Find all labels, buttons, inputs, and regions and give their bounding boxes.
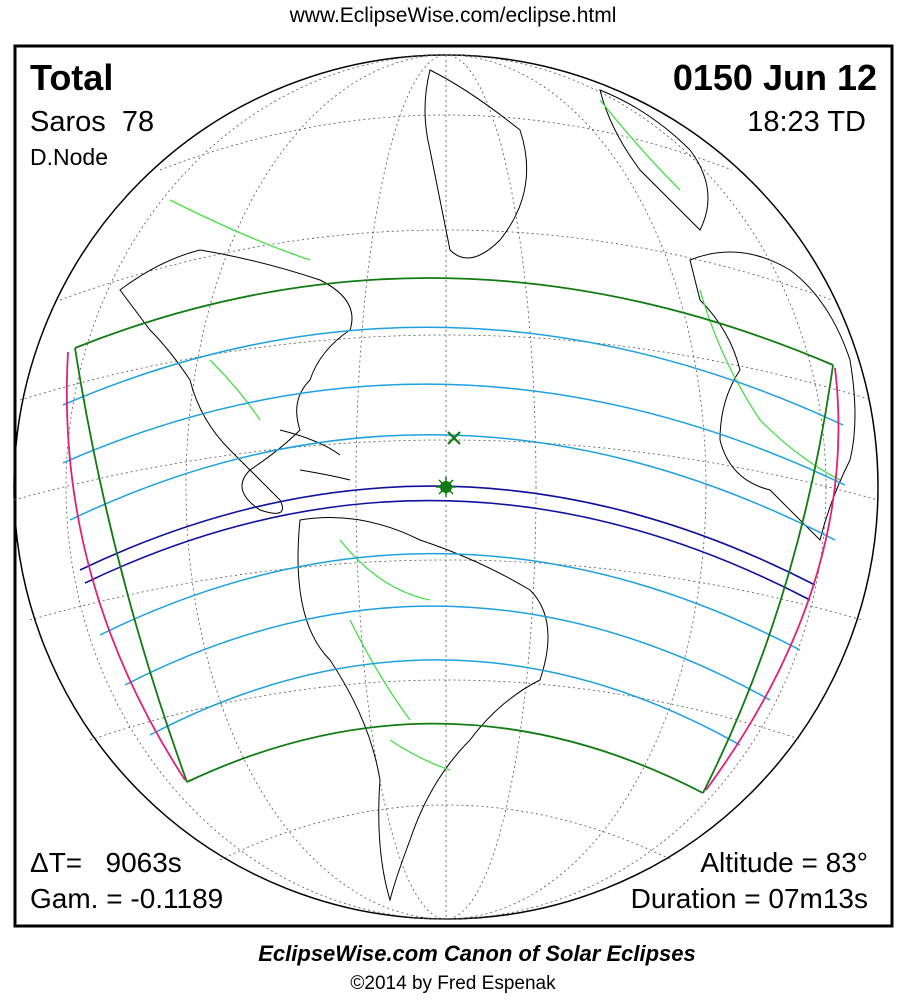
date: 0150 Jun 12 xyxy=(673,57,877,98)
duration: Duration = 07m13s xyxy=(631,883,868,914)
gamma: Gam. = -0.1189 xyxy=(30,883,223,914)
time: 18:23 TD xyxy=(747,106,866,138)
header-url: www.EclipseWise.com/eclipse.html xyxy=(289,4,617,27)
globe xyxy=(13,54,879,920)
eclipse-type: Total xyxy=(30,57,113,98)
footer-copyright: ©2014 by Fred Espenak xyxy=(350,973,556,994)
footer-title: EclipseWise.com Canon of Solar Eclipses xyxy=(258,941,696,966)
delta-t: ΔT= 9063s xyxy=(30,847,182,878)
altitude: Altitude = 83° xyxy=(700,847,868,878)
node: D.Node xyxy=(30,144,108,170)
eclipse-path xyxy=(62,277,846,794)
saros: Saros 78 xyxy=(30,106,154,138)
